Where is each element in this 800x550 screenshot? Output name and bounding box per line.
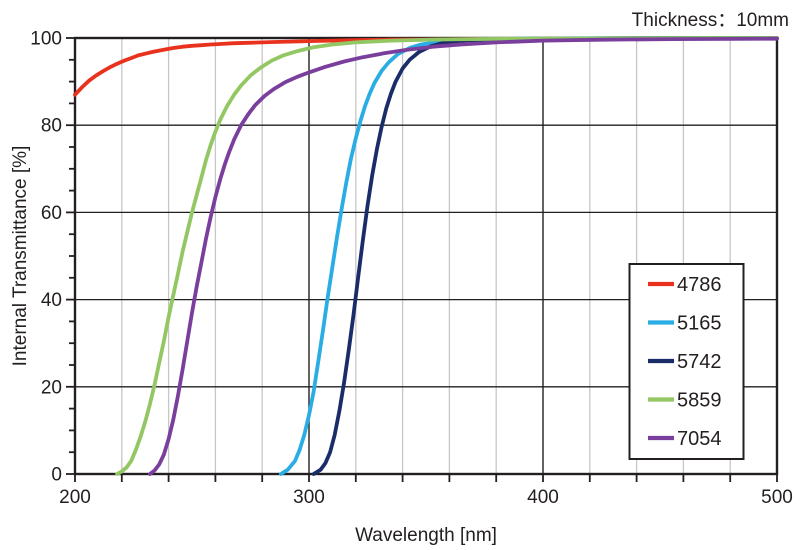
- y-tick-label: 20: [41, 377, 62, 398]
- x-tick-label: 200: [59, 487, 91, 508]
- curve-5742: [311, 36, 779, 476]
- legend-item-5859: 5859: [648, 390, 722, 412]
- legend-label: 5165: [677, 313, 722, 335]
- curve-5859: [115, 36, 779, 476]
- legend-item-4786: 4786: [648, 274, 722, 296]
- tick-label-layer: 200 300 400 500 0 20 40 60 80 100: [30, 29, 793, 509]
- y-tick-label: 100: [30, 29, 62, 50]
- legend-label: 4786: [677, 274, 722, 296]
- x-axis-title: Wavelength [nm]: [355, 525, 497, 546]
- legend-label: 5742: [677, 351, 722, 373]
- curves-layer: [73, 36, 779, 476]
- legend: 4786 5165 5742 5859 7054: [628, 263, 745, 460]
- x-tick-label: 500: [761, 487, 793, 508]
- x-tick-label: 300: [293, 487, 325, 508]
- y-tick-label: 40: [41, 290, 62, 311]
- legend-label: 5859: [677, 390, 722, 412]
- chart-title: Thickness：10mm: [632, 10, 789, 31]
- legend-item-5742: 5742: [648, 351, 722, 373]
- legend-label: 7054: [677, 428, 722, 450]
- x-tick-label: 400: [527, 487, 559, 508]
- legend-item-5165: 5165: [648, 313, 722, 335]
- y-axis-title: Internal Transmittance [%]: [10, 146, 31, 367]
- y-tick-label: 0: [51, 465, 62, 486]
- curve-7054: [148, 36, 779, 476]
- y-tick-label: 60: [41, 203, 62, 224]
- y-tick-label: 80: [41, 116, 62, 137]
- legend-item-7054: 7054: [648, 428, 722, 450]
